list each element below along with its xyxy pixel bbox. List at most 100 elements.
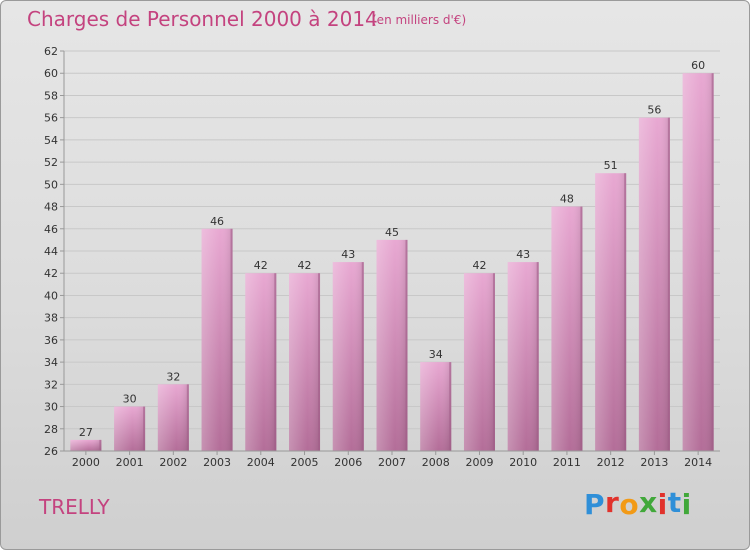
y-tick-label: 30 — [44, 401, 58, 414]
bar-2014: 60 — [682, 59, 714, 451]
bar-2012: 51 — [595, 159, 627, 451]
bar-2010: 43 — [507, 248, 539, 451]
x-tick-label: 2000 — [72, 456, 100, 469]
bar-shine — [682, 73, 714, 451]
place-name: TRELLY — [39, 495, 110, 519]
chart-subtitle: (en milliers d'€) — [372, 13, 467, 27]
x-tick-label: 2009 — [465, 456, 493, 469]
bar-shine — [463, 273, 495, 451]
x-tick-label: 2001 — [116, 456, 144, 469]
bar-2002: 32 — [157, 370, 189, 451]
y-axis-ticks: 26 28 30 32 34 36 38 40 42 44 46 48 50 52 54 56 58 60 62 — [44, 45, 64, 458]
x-tick-label: 2006 — [334, 456, 362, 469]
bar-2006: 43 — [332, 248, 364, 451]
bar-edge — [361, 262, 364, 451]
y-tick-label: 60 — [44, 67, 58, 80]
x-tick-label: 2005 — [291, 456, 319, 469]
bar-edge — [711, 73, 714, 451]
bar-shine — [332, 262, 364, 451]
y-tick-label: 32 — [44, 378, 58, 391]
bar-2004: 42 — [245, 259, 277, 451]
proxiti-logo: Proxiti — [584, 486, 692, 521]
y-tick-label: 58 — [44, 89, 58, 102]
x-tick-label: 2010 — [509, 456, 537, 469]
y-tick-label: 56 — [44, 112, 58, 125]
x-axis-ticks: 2000 2001 2002 2003 2004 2005 2006 2007 2008 2009… — [72, 451, 712, 469]
bar-edge — [143, 406, 146, 451]
y-tick-label: 42 — [44, 267, 58, 280]
bar-shine — [70, 439, 102, 451]
y-tick-label: 62 — [44, 45, 58, 58]
data-label: 51 — [604, 159, 618, 172]
bar-2013: 56 — [638, 104, 670, 452]
bar-2001: 30 — [114, 393, 146, 451]
data-label: 30 — [123, 393, 137, 406]
bar-edge — [624, 173, 627, 451]
bar-shine — [551, 206, 583, 451]
bar-edge — [492, 273, 495, 451]
bar-2011: 48 — [551, 193, 583, 451]
bar-2005: 42 — [289, 259, 321, 451]
y-tick-label: 50 — [44, 178, 58, 191]
data-label: 46 — [210, 215, 224, 228]
logo-letter: P — [584, 488, 606, 521]
data-label: 60 — [691, 59, 705, 72]
bar-shine — [376, 239, 408, 451]
data-label: 45 — [385, 226, 399, 239]
data-label: 43 — [516, 248, 530, 261]
bar-2009: 42 — [463, 259, 495, 451]
bar-shine — [289, 273, 321, 451]
x-tick-label: 2008 — [422, 456, 450, 469]
bar-2003: 46 — [201, 215, 233, 451]
bar-2007: 45 — [376, 226, 408, 451]
bar-edge — [536, 262, 539, 451]
bar-edge — [580, 206, 583, 451]
logo-letter: o — [619, 488, 640, 521]
bar-2008: 34 — [420, 348, 452, 451]
bar-edge — [186, 384, 189, 451]
y-tick-label: 44 — [44, 245, 58, 258]
logo-letter: i — [657, 488, 668, 521]
data-label: 56 — [647, 104, 661, 117]
bar-edge — [274, 273, 277, 451]
logo-letter: t — [667, 486, 682, 519]
y-tick-label: 26 — [44, 445, 58, 458]
x-tick-label: 2002 — [159, 456, 187, 469]
bar-edge — [449, 362, 452, 451]
bar-shine — [245, 273, 277, 451]
bar-edge — [667, 117, 670, 452]
logo-letter: r — [605, 486, 620, 519]
logo-letter: i — [681, 488, 692, 521]
data-label: 27 — [79, 426, 93, 439]
bar-shine — [638, 117, 670, 452]
x-tick-label: 2014 — [684, 456, 712, 469]
bar-shine — [595, 173, 627, 451]
bar-2000: 27 — [70, 426, 102, 451]
data-label: 42 — [254, 259, 268, 272]
data-label: 48 — [560, 193, 574, 206]
bar-edge — [405, 239, 408, 451]
x-tick-label: 2007 — [378, 456, 406, 469]
data-label: 42 — [298, 259, 312, 272]
bar-shine — [114, 406, 146, 451]
y-tick-label: 46 — [44, 223, 58, 236]
bar-shine — [157, 384, 189, 451]
x-tick-label: 2003 — [203, 456, 231, 469]
bar-shine — [507, 262, 539, 451]
y-tick-label: 38 — [44, 312, 58, 325]
bar-shine — [201, 228, 233, 451]
y-tick-label: 28 — [44, 423, 58, 436]
logo-letter: x — [639, 486, 658, 519]
bar-edge — [318, 273, 321, 451]
x-tick-label: 2012 — [597, 456, 625, 469]
bar-edge — [230, 228, 233, 451]
y-tick-label: 54 — [44, 134, 58, 147]
x-tick-label: 2004 — [247, 456, 275, 469]
x-tick-label: 2011 — [553, 456, 581, 469]
chart-title: Charges de Personnel 2000 à 2014 — [27, 7, 378, 31]
bar-shine — [420, 362, 452, 451]
y-tick-label: 48 — [44, 201, 58, 214]
y-tick-label: 34 — [44, 356, 58, 369]
